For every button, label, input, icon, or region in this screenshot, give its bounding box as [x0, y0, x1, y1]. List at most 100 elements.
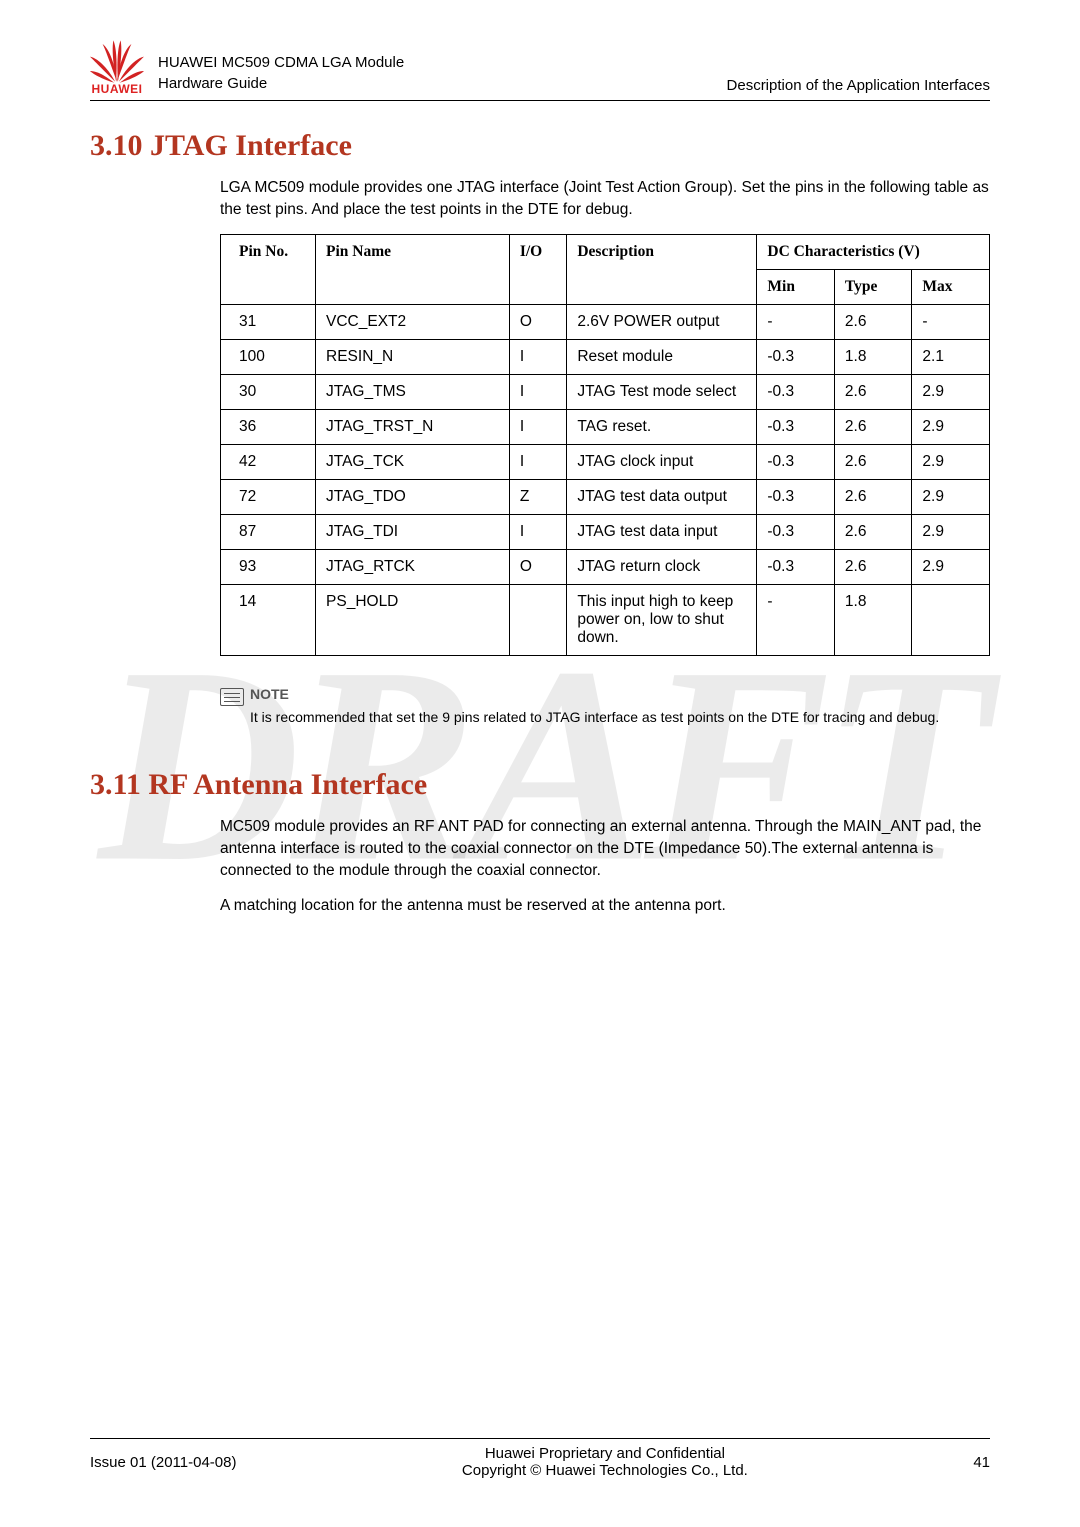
- footer-center: Huawei Proprietary and Confidential Copy…: [236, 1445, 973, 1479]
- section-311-title: 3.11 RF Antenna Interface: [90, 768, 990, 802]
- cell: O: [509, 304, 567, 339]
- cell: VCC_EXT2: [316, 304, 510, 339]
- cell: JTAG return clock: [567, 549, 757, 584]
- cell: I: [509, 444, 567, 479]
- logo-block: HUAWEI: [90, 40, 144, 96]
- th-max: Max: [912, 269, 990, 304]
- th-io: I/O: [509, 234, 567, 304]
- table-row: 93JTAG_RTCKOJTAG return clock-0.32.62.9: [221, 549, 990, 584]
- cell: This input high to keep power on, low to…: [567, 584, 757, 655]
- footer-left: Issue 01 (2011-04-08): [90, 1454, 236, 1471]
- cell: 42: [221, 444, 316, 479]
- cell: JTAG_TDO: [316, 479, 510, 514]
- cell: 2.6: [834, 374, 912, 409]
- section-311-p2: A matching location for the antenna must…: [220, 895, 990, 917]
- cell: I: [509, 339, 567, 374]
- cell: JTAG_RTCK: [316, 549, 510, 584]
- cell: 36: [221, 409, 316, 444]
- note-label: NOTE: [250, 686, 289, 702]
- cell: PS_HOLD: [316, 584, 510, 655]
- jtag-table: Pin No. Pin Name I/O Description DC Char…: [220, 234, 990, 656]
- cell: 2.6V POWER output: [567, 304, 757, 339]
- header-right: Description of the Application Interface…: [727, 77, 990, 96]
- cell: 2.6: [834, 409, 912, 444]
- cell: I: [509, 409, 567, 444]
- cell: JTAG_TCK: [316, 444, 510, 479]
- cell: 2.9: [912, 409, 990, 444]
- th-pin-no: Pin No.: [221, 234, 316, 304]
- huawei-logo-icon: [90, 40, 144, 84]
- table-row: 30JTAG_TMSIJTAG Test mode select-0.32.62…: [221, 374, 990, 409]
- cell: 14: [221, 584, 316, 655]
- brand-text: HUAWEI: [92, 82, 143, 96]
- cell: -0.3: [757, 479, 835, 514]
- cell: 2.9: [912, 549, 990, 584]
- table-row: 87JTAG_TDIIJTAG test data input-0.32.62.…: [221, 514, 990, 549]
- cell: [509, 584, 567, 655]
- cell: -0.3: [757, 549, 835, 584]
- product-line2: Hardware Guide: [158, 73, 727, 94]
- cell: Reset module: [567, 339, 757, 374]
- cell: 100: [221, 339, 316, 374]
- cell: JTAG test data input: [567, 514, 757, 549]
- cell: 2.9: [912, 444, 990, 479]
- cell: RESIN_N: [316, 339, 510, 374]
- cell: TAG reset.: [567, 409, 757, 444]
- th-min: Min: [757, 269, 835, 304]
- cell: JTAG_TMS: [316, 374, 510, 409]
- cell: 93: [221, 549, 316, 584]
- page-header: HUAWEI HUAWEI MC509 CDMA LGA Module Hard…: [90, 40, 990, 101]
- th-description: Description: [567, 234, 757, 304]
- cell: -0.3: [757, 374, 835, 409]
- page-content: HUAWEI HUAWEI MC509 CDMA LGA Module Hard…: [0, 0, 1080, 917]
- cell: I: [509, 514, 567, 549]
- cell: -0.3: [757, 514, 835, 549]
- cell: JTAG test data output: [567, 479, 757, 514]
- cell: 30: [221, 374, 316, 409]
- cell: -0.3: [757, 444, 835, 479]
- cell: [912, 584, 990, 655]
- cell: -0.3: [757, 339, 835, 374]
- note-text: It is recommended that set the 9 pins re…: [250, 708, 939, 728]
- cell: JTAG_TRST_N: [316, 409, 510, 444]
- cell: 72: [221, 479, 316, 514]
- footer-center2: Copyright © Huawei Technologies Co., Ltd…: [236, 1462, 973, 1479]
- cell: -0.3: [757, 409, 835, 444]
- cell: 2.6: [834, 479, 912, 514]
- cell: I: [509, 374, 567, 409]
- header-product: HUAWEI MC509 CDMA LGA Module Hardware Gu…: [158, 52, 727, 96]
- cell: -: [757, 304, 835, 339]
- table-row: 100RESIN_NIReset module-0.31.82.1: [221, 339, 990, 374]
- cell: 2.9: [912, 479, 990, 514]
- cell: 2.6: [834, 514, 912, 549]
- cell: Z: [509, 479, 567, 514]
- table-body: 31VCC_EXT2O2.6V POWER output-2.6- 100RES…: [221, 304, 990, 655]
- table-row: 31VCC_EXT2O2.6V POWER output-2.6-: [221, 304, 990, 339]
- cell: JTAG clock input: [567, 444, 757, 479]
- section-310-title: 3.10 JTAG Interface: [90, 129, 990, 163]
- note-icon: [220, 688, 244, 706]
- table-row: 72JTAG_TDOZJTAG test data output-0.32.62…: [221, 479, 990, 514]
- cell: 1.8: [834, 584, 912, 655]
- cell: JTAG Test mode select: [567, 374, 757, 409]
- cell: 2.6: [834, 444, 912, 479]
- cell: -: [912, 304, 990, 339]
- cell: 2.6: [834, 549, 912, 584]
- cell: 2.9: [912, 514, 990, 549]
- cell: O: [509, 549, 567, 584]
- cell: JTAG_TDI: [316, 514, 510, 549]
- footer-center1: Huawei Proprietary and Confidential: [236, 1445, 973, 1462]
- section-311-p1: MC509 module provides an RF ANT PAD for …: [220, 816, 990, 883]
- th-dc: DC Characteristics (V): [757, 234, 990, 269]
- cell: 2.6: [834, 304, 912, 339]
- th-pin-name: Pin Name: [316, 234, 510, 304]
- footer-right: 41: [973, 1454, 990, 1471]
- table-row: 36JTAG_TRST_NITAG reset.-0.32.62.9: [221, 409, 990, 444]
- cell: 2.1: [912, 339, 990, 374]
- cell: 2.9: [912, 374, 990, 409]
- cell: 87: [221, 514, 316, 549]
- product-line1: HUAWEI MC509 CDMA LGA Module: [158, 52, 727, 73]
- table-row: 14PS_HOLD This input high to keep power o…: [221, 584, 990, 655]
- table-row: 42JTAG_TCKIJTAG clock input-0.32.62.9: [221, 444, 990, 479]
- cell: -: [757, 584, 835, 655]
